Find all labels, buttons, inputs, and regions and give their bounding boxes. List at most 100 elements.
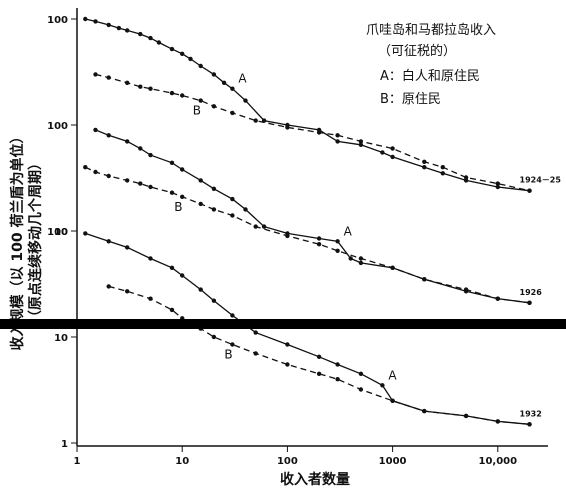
data-point xyxy=(180,194,185,199)
data-point xyxy=(93,127,98,133)
data-point xyxy=(106,133,111,138)
data-point xyxy=(253,224,258,229)
data-point xyxy=(335,239,340,244)
data-point xyxy=(211,298,217,303)
data-point xyxy=(106,22,111,28)
black-band-overlay xyxy=(0,319,566,329)
data-point xyxy=(180,167,185,172)
x-tick-label: 100 xyxy=(277,456,298,467)
panel-2: A B 1926 xyxy=(83,127,542,305)
data-point xyxy=(169,190,175,195)
period-label: 1924－25 xyxy=(520,176,562,185)
data-point xyxy=(180,93,185,98)
data-point xyxy=(358,139,364,144)
legend-subtitle: （可征税的） xyxy=(378,43,456,59)
data-point xyxy=(253,330,258,335)
data-point xyxy=(106,173,111,179)
data-point xyxy=(316,371,322,376)
data-point xyxy=(169,307,175,313)
x-tick-label: 1 xyxy=(74,456,81,467)
data-point xyxy=(253,118,258,123)
y-tick-label: 10 xyxy=(54,333,68,344)
x-tick-label: 10,000 xyxy=(479,456,518,467)
data-point xyxy=(463,175,469,180)
data-point xyxy=(390,146,395,151)
data-point xyxy=(148,184,153,190)
series-label: A xyxy=(344,224,353,238)
data-point xyxy=(335,362,340,367)
data-point xyxy=(138,181,143,186)
data-point xyxy=(198,63,203,69)
x-axis-ticks: 1 10 100 1000 10,000 xyxy=(74,446,518,467)
data-point xyxy=(180,51,185,56)
data-point xyxy=(138,84,143,89)
data-point xyxy=(358,387,364,392)
data-point xyxy=(390,398,395,403)
y-tick-label: 10 xyxy=(54,227,68,238)
data-point xyxy=(230,86,235,91)
data-point xyxy=(495,181,500,186)
period-label: 1932 xyxy=(520,409,542,418)
y-axis-label-line1: 收入规模（以 100 荷兰盾为单位） xyxy=(9,130,26,351)
data-point xyxy=(188,56,193,62)
data-point xyxy=(83,231,88,236)
data-point xyxy=(495,184,500,190)
data-point xyxy=(148,35,153,41)
data-point xyxy=(106,75,111,80)
data-point xyxy=(198,98,203,103)
data-point xyxy=(211,104,217,109)
data-point xyxy=(138,146,143,151)
y-tick-label: 1 xyxy=(61,439,68,450)
y-axis-label-line2: （原点连续移动几个周期） xyxy=(27,156,44,324)
data-point xyxy=(422,277,427,282)
series-a-line xyxy=(85,18,530,192)
data-point xyxy=(93,169,98,175)
y-tick-label: 100 xyxy=(47,15,68,26)
data-point xyxy=(125,178,130,183)
data-point xyxy=(198,178,203,183)
data-point xyxy=(440,171,445,176)
data-point xyxy=(527,300,532,305)
data-point xyxy=(358,142,364,147)
data-point xyxy=(253,351,258,356)
data-point xyxy=(93,72,98,77)
data-point xyxy=(106,239,111,244)
data-point xyxy=(230,196,235,202)
data-point xyxy=(316,354,322,359)
series-label: B xyxy=(224,348,232,362)
data-point xyxy=(285,233,290,239)
data-point xyxy=(316,130,322,135)
data-point xyxy=(422,159,427,164)
data-point xyxy=(230,213,235,218)
data-point xyxy=(422,165,427,170)
data-point xyxy=(380,150,385,155)
data-point xyxy=(148,296,153,301)
x-tick-label: 1000 xyxy=(379,456,407,467)
data-point xyxy=(221,80,227,86)
data-point xyxy=(106,284,111,289)
plot-frame xyxy=(76,8,548,447)
legend: 爪哇岛和马都拉岛收入 （可征税的） A：白人和原住民 B：原住民 xyxy=(366,22,496,107)
data-point xyxy=(180,273,185,278)
data-point xyxy=(138,31,143,37)
data-point xyxy=(169,160,175,165)
data-point xyxy=(211,72,217,77)
data-point xyxy=(316,236,322,241)
data-point xyxy=(335,139,340,144)
data-point xyxy=(335,377,340,382)
data-point xyxy=(125,289,130,294)
data-point xyxy=(440,165,445,170)
panel-1: A B 1924－25 xyxy=(83,16,562,193)
data-point xyxy=(169,46,175,52)
data-point xyxy=(198,201,203,207)
data-point xyxy=(348,256,353,261)
series-a-line xyxy=(95,129,530,304)
data-point xyxy=(169,90,175,96)
series-label: A xyxy=(238,72,247,86)
data-point xyxy=(285,125,290,130)
y-tick-label: 100 xyxy=(47,227,68,238)
data-point xyxy=(83,16,88,22)
y-axis-label-group: 收入规模（以 100 荷兰盾为单位） （原点连续移动几个周期） xyxy=(9,130,44,351)
series-layer: A B 1924－25 A B 1926 A B 1932 xyxy=(83,16,562,427)
